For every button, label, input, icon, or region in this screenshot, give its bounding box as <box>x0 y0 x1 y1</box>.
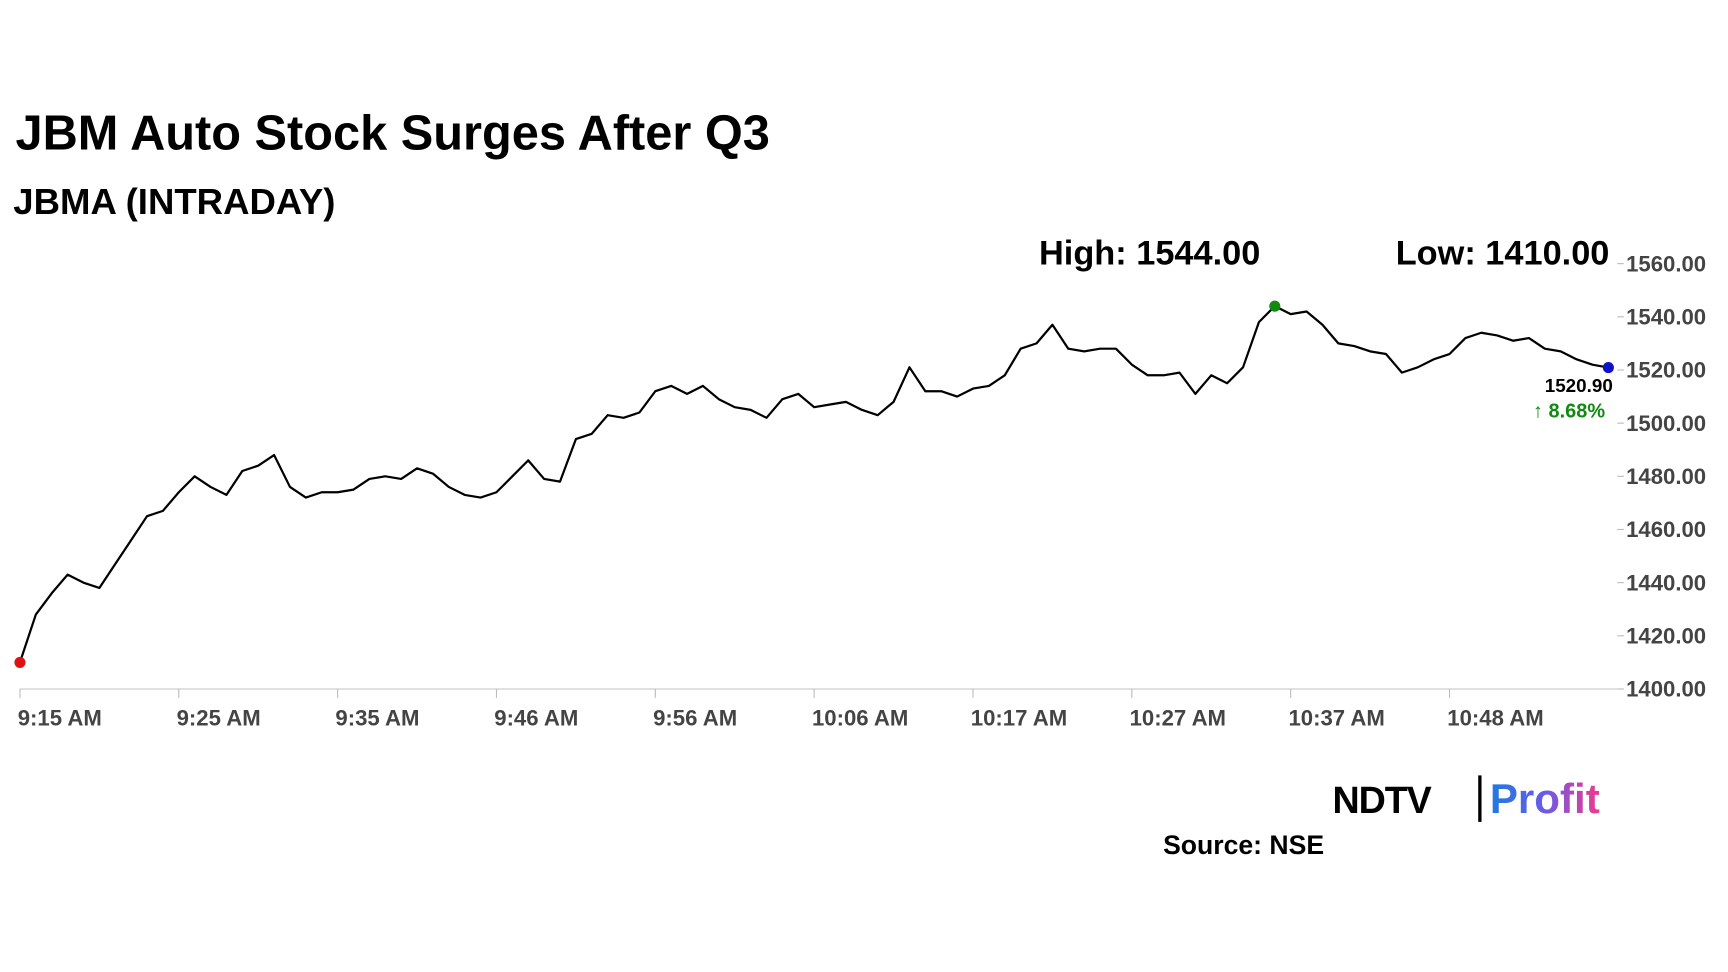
y-tick-label: 1420.00 <box>1626 624 1706 649</box>
source: Source: NSE <box>1163 830 1324 860</box>
last-marker <box>1602 362 1614 374</box>
low-label: Low: 1410.00 <box>1396 235 1610 273</box>
y-tick-label: 1560.00 <box>1626 251 1706 276</box>
y-tick-label: 1500.00 <box>1626 411 1706 436</box>
chart-subtitle: JBMA (INTRADAY) <box>13 181 335 222</box>
x-tick-label: 10:06 AM <box>812 706 908 731</box>
x-tick-label: 9:46 AM <box>494 706 578 731</box>
logo-ndtv: NDTV <box>1333 779 1432 821</box>
y-tick-label: 1400.00 <box>1626 677 1706 702</box>
change-label: ↑ 8.68% <box>1533 401 1605 423</box>
low-marker <box>14 656 26 668</box>
x-tick-label: 9:25 AM <box>177 706 261 731</box>
high-label: High: 1544.00 <box>1039 235 1260 273</box>
last-value-label: 1520.90 <box>1545 375 1613 396</box>
x-tick-label: 10:48 AM <box>1447 706 1543 731</box>
x-tick-label: 10:37 AM <box>1288 706 1384 731</box>
high-marker <box>1269 300 1281 312</box>
x-tick-label: 9:56 AM <box>653 706 737 731</box>
logo-profit: Profit <box>1490 775 1600 822</box>
y-tick-label: 1460.00 <box>1626 517 1706 542</box>
x-tick-label: 9:35 AM <box>335 706 419 731</box>
x-tick-label: 10:27 AM <box>1130 706 1226 731</box>
x-tick-label: 9:15 AM <box>18 706 102 731</box>
y-tick-label: 1520.00 <box>1626 358 1706 383</box>
y-tick-label: 1440.00 <box>1626 570 1706 595</box>
y-tick-label: 1540.00 <box>1626 305 1706 330</box>
chart-title: JBM Auto Stock Surges After Q3 <box>16 107 770 161</box>
price-line <box>18 305 1609 663</box>
x-tick-label: 10:17 AM <box>971 706 1067 731</box>
y-tick-label: 1480.00 <box>1626 464 1706 489</box>
